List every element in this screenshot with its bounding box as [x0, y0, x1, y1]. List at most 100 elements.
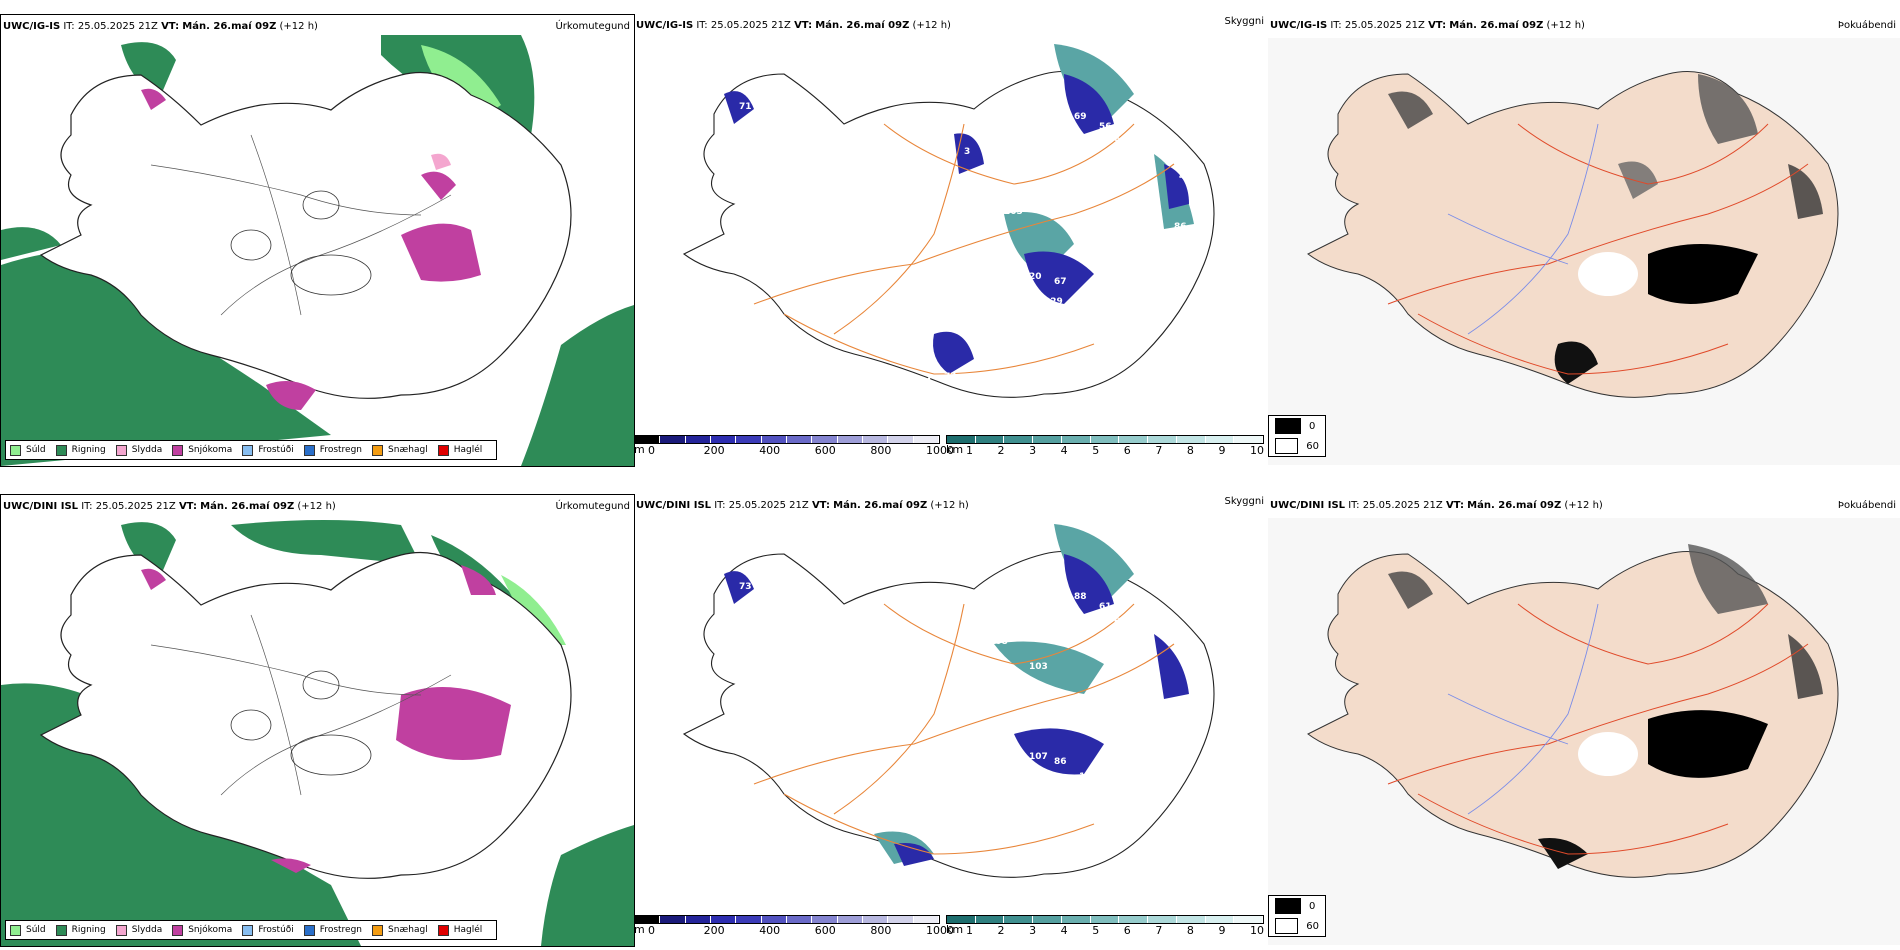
colorbar-segment: [1176, 916, 1206, 923]
snow-area: [401, 223, 481, 282]
vis-value-label: 61: [1099, 602, 1112, 612]
colorbar-unit: km: [946, 443, 964, 456]
init-label: IT:: [696, 20, 708, 31]
precip-panel-bottom: UWC/DINI ISL IT: 25.05.2025 21Z VT: Mán.…: [0, 494, 635, 947]
colorbar-tick: 4: [1060, 444, 1068, 457]
panel-header: UWC/DINI ISL IT: 25.05.2025 21Z VT: Mán.…: [3, 501, 336, 512]
vis-value-label: 205: [1004, 207, 1023, 217]
vis-value-label: 50: [1114, 137, 1127, 147]
legend-item: Snjókoma: [172, 924, 232, 936]
fog-legend-row: 0: [1269, 416, 1325, 436]
panel-header: UWC/IG-IS IT: 25.05.2025 21Z VT: Mán. 26…: [3, 21, 318, 32]
init-time: 25.05.2025 21Z: [1362, 500, 1443, 511]
snow-area: [141, 568, 166, 590]
road-line: [783, 793, 1095, 855]
colorbar-segment: [913, 436, 939, 443]
panel-header: UWC/DINI ISL IT: 25.05.2025 21Z VT: Mán.…: [1270, 500, 1603, 511]
road-line: [220, 674, 452, 796]
fog-area: [1648, 710, 1768, 778]
road-line: [150, 164, 422, 216]
colorbar-segment: [660, 436, 686, 443]
rain-area: [1, 227, 61, 260]
rain-area: [121, 42, 176, 95]
colorbar-tick: 4: [1060, 924, 1068, 937]
fog-legend: 0 60: [1268, 415, 1326, 457]
road-line: [1517, 123, 1769, 185]
road-line: [753, 163, 1175, 305]
legend-item: Rigning: [55, 924, 106, 936]
glacier-outline: [290, 254, 372, 296]
colorbar-segment: [862, 916, 889, 923]
model-name: UWC/DINI ISL: [1270, 500, 1346, 511]
rain-area: [521, 305, 634, 466]
legend-item: Snjókoma: [172, 444, 232, 456]
visibility-colorbar: km 1 2 3 4 5 6 7 8 9 10: [946, 915, 1264, 941]
colorbar-segment: [1090, 916, 1120, 923]
lead-time: (+12 h): [912, 20, 951, 31]
vis-value-label: 86: [964, 627, 977, 637]
fog-legend-swatch: [1275, 418, 1301, 434]
fog-area: [1618, 161, 1658, 199]
legend-label: Frostúði: [258, 925, 294, 935]
init-label: IT:: [1330, 20, 1342, 31]
legend-swatch: [437, 444, 449, 456]
colorbar-segment: [888, 436, 914, 443]
colorbar-segment: [1234, 916, 1264, 923]
colorbar-segment: [1090, 436, 1120, 443]
glacier-clear: [1578, 252, 1638, 296]
legend-item: Súld: [10, 444, 46, 456]
colorbar-segment: [837, 916, 863, 923]
visibility-colorbar: km 1 2 3 4 5 6 7 8 9 10: [946, 435, 1264, 461]
vis-value-label: 71: [759, 587, 772, 597]
legend-item: Snæhagl: [372, 924, 428, 936]
road-line: [883, 123, 1135, 185]
lead-time: (+12 h): [297, 501, 336, 512]
iceland-outline: [1307, 551, 1839, 878]
colorbar-strip: [946, 435, 1264, 444]
colorbar-segment: [947, 436, 976, 443]
road-line: [753, 643, 1175, 785]
visibility-panel-bottom: 73 71 88 61 61 63 49 263 53 86 63 108 664 103 107 86 105…: [634, 494, 1268, 945]
fog-area: [1538, 838, 1588, 869]
colorbar-segment: [635, 436, 661, 443]
ceiling-area: [894, 843, 934, 866]
colorbar-tick: 9: [1218, 924, 1226, 937]
river-line: [1447, 693, 1569, 745]
vt-label: VT:: [1428, 20, 1447, 31]
legend-item: Frostregn: [303, 924, 362, 936]
vis-value-label: 110: [1104, 157, 1123, 167]
colorbar-tick: 0: [648, 924, 655, 937]
vis-value-label: 86: [1054, 757, 1067, 767]
colorbar-strip: [634, 915, 940, 924]
colorbar-tick: 1000: [926, 924, 954, 937]
legend-item: Slydda: [115, 924, 162, 936]
ceiling-area: [1024, 251, 1094, 304]
road-line: [1387, 643, 1809, 785]
colorbar-tick: 800: [870, 444, 892, 457]
init-label: IT:: [81, 501, 93, 512]
visibility-title: Skyggni: [1224, 16, 1264, 27]
iceland-outline: [1307, 71, 1839, 398]
cloud-panel-top: UWC/IG-IS IT: 25.05.2025 21Z VT: Mán. 26…: [1268, 14, 1900, 465]
visibility-title: Skyggni: [1224, 496, 1264, 507]
legend-swatch: [55, 444, 67, 456]
precip-map-bottom: [1, 520, 634, 946]
ceiling-colorbar: m 0 200 400 600 800 1000: [634, 435, 954, 461]
vis-value-label: 107: [1029, 752, 1048, 762]
colorbar-tick: 8: [1186, 924, 1194, 937]
valid-time: Mán. 26.maí 09Z: [815, 20, 910, 31]
precip-title: Úrkomutegund: [555, 501, 630, 512]
precip-title: Úrkomutegund: [555, 21, 630, 32]
river-line: [1467, 123, 1599, 335]
vis-value-label: 137: [1104, 272, 1123, 282]
legend-label: Slydda: [131, 445, 163, 455]
legend-item: Haglél: [437, 444, 482, 456]
legend-swatch: [303, 924, 315, 936]
vis-value-label: 67: [1054, 277, 1067, 287]
drizzle-area: [501, 575, 566, 645]
legend-swatch: [115, 924, 127, 936]
colorbar-tick: 10: [1250, 444, 1264, 457]
fog-legend-swatch: [1275, 918, 1299, 934]
